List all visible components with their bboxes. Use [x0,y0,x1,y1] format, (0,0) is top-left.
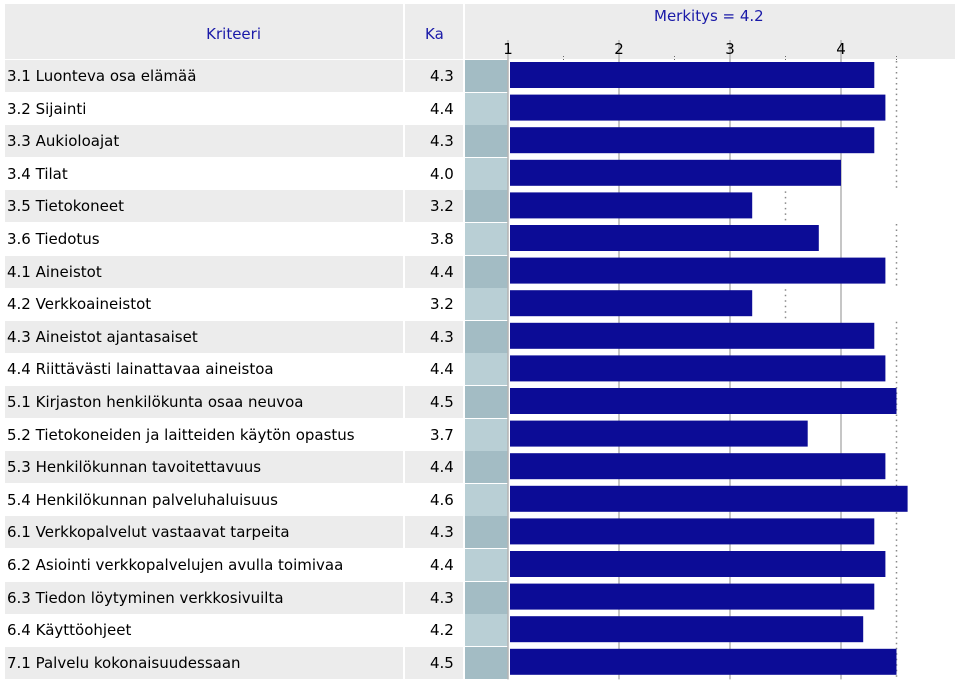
row-stripe [465,614,508,647]
bar [510,355,886,382]
average-value: 4.4 [405,353,463,386]
average-value: 4.5 [405,386,463,418]
row-stripe [465,386,508,418]
average-value: 4.3 [405,320,463,353]
average-value: 4.4 [405,549,463,581]
header-chart-area [465,4,955,59]
average-value: 4.3 [405,60,463,92]
bar [510,192,753,219]
criterion-label: 3.5 Tietokoneet [5,190,403,223]
criterion-label: 7.1 Palvelu kokonaisuudessaan [5,646,403,679]
x-tick-label: 1 [503,40,513,58]
bar [510,257,886,284]
row-stripe [465,125,508,158]
row-stripe [465,516,508,549]
criterion-label: 3.4 Tilat [5,157,403,190]
row-stripe [465,223,508,255]
bar [510,127,875,154]
bar [510,551,886,577]
row-stripe [465,288,508,321]
criterion-label: 3.6 Tiedotus [5,223,403,255]
average-value: 4.4 [405,451,463,484]
bar [510,388,897,414]
criterion-label: 3.2 Sijainti [5,92,403,125]
average-value: 4.3 [405,125,463,158]
reference-label: Merkitys [654,7,718,25]
header-average: Ka [405,4,463,59]
bar [510,648,897,675]
average-value: 4.2 [405,614,463,647]
row-stripe [465,190,508,223]
row-stripe [465,451,508,484]
x-tick-label: 4 [836,40,846,58]
criterion-label: 6.2 Asiointi verkkopalvelujen avulla toi… [5,549,403,581]
reference-caption: Merkitys = 4.2 [654,7,764,25]
criterion-label: 5.3 Henkilökunnan tavoitettavuus [5,451,403,484]
reference-value: 4.2 [739,7,764,25]
criterion-label: 3.1 Luonteva osa elämää [5,60,403,92]
average-value: 4.6 [405,483,463,516]
bar [510,62,875,88]
average-value: 3.2 [405,288,463,321]
average-value: 4.5 [405,646,463,679]
bar [510,453,886,480]
average-value: 3.7 [405,418,463,451]
criterion-label: 3.3 Aukioloajat [5,125,403,158]
bar [510,518,875,545]
average-value: 4.4 [405,92,463,125]
row-stripe [465,320,508,353]
criterion-label: 5.1 Kirjaston henkilökunta osaa neuvoa [5,386,403,418]
bar [510,94,886,121]
x-tick-label: 2 [614,40,624,58]
bar [510,485,908,512]
row-stripe [465,255,508,288]
average-value: 3.2 [405,190,463,223]
criterion-label: 4.3 Aineistot ajantasaiset [5,320,403,353]
average-value: 4.3 [405,516,463,549]
bar [510,159,841,186]
row-stripe [465,483,508,516]
criterion-label: 5.2 Tietokoneiden ja laitteiden käytön o… [5,418,403,451]
average-value: 4.4 [405,255,463,288]
header-average-label: Ka [425,25,444,43]
row-stripe [465,353,508,386]
row-stripe [465,646,508,679]
x-tick-label: 3 [725,40,735,58]
average-value: 4.3 [405,581,463,614]
bar [510,225,819,251]
criterion-label: 6.3 Tiedon löytyminen verkkosivuilta [5,581,403,614]
criterion-label: 4.4 Riittävästi lainattavaa aineistoa [5,353,403,386]
row-stripe [465,418,508,451]
criterion-label: 5.4 Henkilökunnan palveluhaluisuus [5,483,403,516]
criterion-label: 6.1 Verkkopalvelut vastaavat tarpeita [5,516,403,549]
header-criterion-label: Kriteeri [206,25,261,43]
bar [510,616,864,643]
row-stripe [465,60,508,92]
criterion-label: 4.2 Verkkoaineistot [5,288,403,321]
row-stripe [465,92,508,125]
bar [510,420,808,447]
average-value: 4.0 [405,157,463,190]
row-stripe [465,549,508,581]
bar [510,290,753,317]
header-criterion: Kriteeri [5,4,403,59]
row-stripe [465,157,508,190]
average-value: 3.8 [405,223,463,255]
bar [510,322,875,349]
bar [510,583,875,610]
criterion-label: 4.1 Aineistot [5,255,403,288]
row-stripe [465,581,508,614]
criterion-label: 6.4 Käyttöohjeet [5,614,403,647]
